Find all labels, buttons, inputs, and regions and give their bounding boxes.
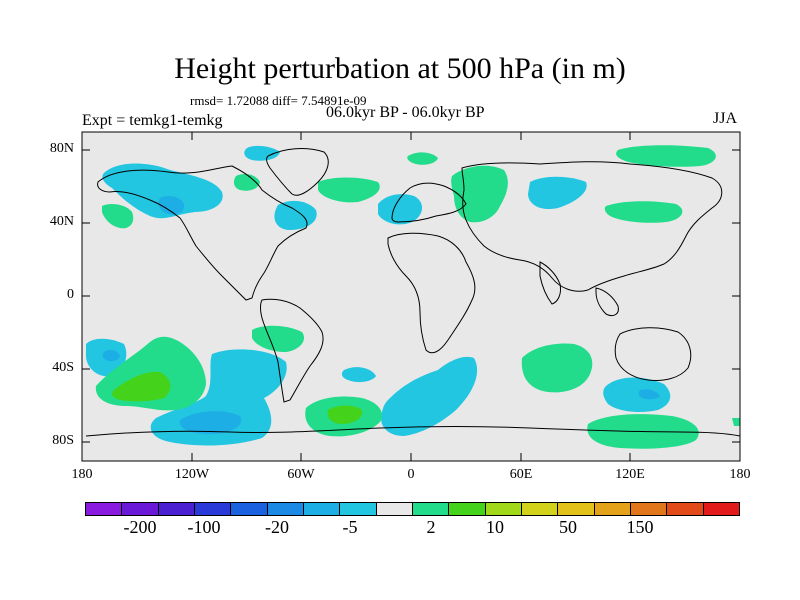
colorbar-label: -200 <box>123 517 157 537</box>
positive-anomaly-indian-ocean-east <box>521 343 593 393</box>
negative-anomaly-hudson <box>274 200 317 230</box>
negative-anomaly-europe <box>378 194 423 225</box>
colorbar-label: -100 <box>187 517 221 537</box>
negative-anomaly-siberia <box>528 176 587 210</box>
negative-anomaly-core-sa <box>638 389 660 400</box>
colorbar-swatch-3 <box>194 503 232 515</box>
coast-south-america <box>260 298 324 403</box>
colorbar-swatch-0 <box>86 503 123 515</box>
rmsd-diff-stats: rmsd= 1.72088 diff= 7.54891e-09 <box>190 93 367 108</box>
lat-label-40s: 40S <box>52 360 74 375</box>
coast-southeast-asia <box>595 287 619 317</box>
colorbar-label: 50 <box>559 517 577 537</box>
colorbar <box>85 502 740 516</box>
period-label: 06.0kyr BP - 06.0kyr BP <box>326 104 485 121</box>
latitude-ticks <box>82 149 740 443</box>
colorbar-swatch-12 <box>521 503 559 515</box>
negative-anomaly-indian-ocean <box>380 356 478 436</box>
colorbar-label: -5 <box>342 517 358 537</box>
positive-anomaly-edge-east <box>732 418 740 426</box>
positive-anomaly-north-atlantic <box>318 177 380 203</box>
season-label: JJA <box>713 110 738 127</box>
coast-north-america <box>97 165 308 301</box>
colorbar-swatch-7 <box>340 503 377 515</box>
positive-anomaly-europe-russia <box>451 165 508 223</box>
colorbar-swatch-1 <box>122 503 159 515</box>
colorbar-swatch-13 <box>558 503 595 515</box>
coast-eurasia <box>461 161 723 292</box>
coast-antarctica <box>85 426 741 437</box>
lat-label-80s: 80S <box>52 433 74 448</box>
colorbar-swatch-17 <box>703 503 739 515</box>
positive-anomaly-east-asia <box>604 201 683 223</box>
colorbar-label: 150 <box>626 517 654 537</box>
colorbar-swatch-2 <box>158 503 195 515</box>
colorbar-swatch-8 <box>376 503 413 515</box>
negative-anomaly-core-ps <box>102 349 120 362</box>
coast-europe <box>391 182 467 223</box>
colorbar-swatch-11 <box>485 503 522 515</box>
positive-anomaly-core-sat <box>327 405 363 424</box>
colorbar-swatch-9 <box>412 503 450 515</box>
lon-label-60w: 60W <box>287 467 315 482</box>
colorbar-swatch-10 <box>449 503 486 515</box>
colorbar-swatch-14 <box>594 503 631 515</box>
negative-anomaly-south-atlantic <box>341 367 376 383</box>
coast-india <box>539 261 561 305</box>
positive-anomaly-alaska-pacific <box>102 204 134 229</box>
positive-anomaly-canada <box>233 174 260 191</box>
colorbar-swatch-15 <box>630 503 668 515</box>
lon-label-180w: 180 <box>71 467 93 482</box>
positive-anomaly-core-spw <box>112 371 171 402</box>
coast-africa <box>387 232 476 354</box>
negative-anomaly-regions <box>86 145 671 446</box>
lon-label-60e: 60E <box>509 467 533 482</box>
coast-greenland <box>266 148 329 196</box>
negative-anomaly-core-na <box>158 196 185 215</box>
positive-anomaly-south-america <box>252 325 305 352</box>
map-frame <box>81 131 741 462</box>
lat-label-40n: 40N <box>49 214 74 229</box>
experiment-label: Expt = temkg1-temkg <box>82 112 223 129</box>
negative-anomaly-core-sp <box>179 411 242 434</box>
negative-anomaly-north-america <box>102 163 223 219</box>
lat-label-80n: 80N <box>49 141 74 156</box>
colorbar-swatch-6 <box>303 503 341 515</box>
lon-label-0: 0 <box>407 467 415 482</box>
lat-label-0: 0 <box>67 287 74 302</box>
negative-anomaly-arctic <box>244 145 280 161</box>
colorbar-swatch-4 <box>231 503 268 515</box>
positive-anomaly-scandinavia <box>407 152 438 165</box>
plot-title: Height perturbation at 500 hPa (in m) <box>174 52 626 85</box>
colorbar-swatch-16 <box>667 503 704 515</box>
colorbar-label: -20 <box>265 517 289 537</box>
lon-label-120e: 120E <box>615 467 645 482</box>
lon-label-180e: 180 <box>729 467 751 482</box>
longitude-ticks <box>81 132 741 461</box>
lon-label-120w: 120W <box>174 467 210 482</box>
colorbar-label: 2 <box>426 517 436 537</box>
negative-anomaly-south-australia <box>603 377 671 412</box>
coastlines <box>85 148 741 437</box>
colorbar-label: 10 <box>486 517 504 537</box>
colorbar-swatch-5 <box>267 503 304 515</box>
positive-anomaly-arctic-east <box>616 145 716 167</box>
coast-australia <box>614 327 692 381</box>
